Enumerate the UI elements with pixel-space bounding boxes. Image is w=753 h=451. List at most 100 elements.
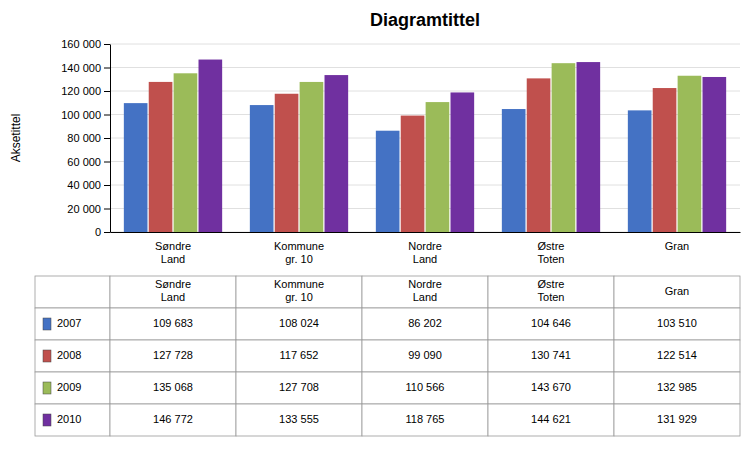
bar <box>628 110 652 232</box>
table-header: NordreLand <box>408 278 442 303</box>
tick: 60 000 <box>67 156 110 168</box>
table-cell <box>110 372 236 404</box>
tick-label: 80 000 <box>67 132 101 144</box>
bars <box>124 60 726 232</box>
tick-label: 40 000 <box>67 179 101 191</box>
table-value: 144 621 <box>531 413 571 425</box>
bar <box>124 103 148 232</box>
table-cell <box>110 404 236 436</box>
table-cell <box>614 404 740 436</box>
table-header: Gran <box>665 285 689 297</box>
bar <box>577 62 601 232</box>
tick-label: Gran <box>665 240 689 252</box>
tick: 0 <box>95 226 110 238</box>
bar <box>502 109 526 232</box>
data-table: SøndreLand Kommunegr. 10 NordreLand ØstreTo… <box>35 276 740 436</box>
table-value: 104 646 <box>531 317 571 329</box>
legend-entry: 2007 <box>57 317 81 329</box>
bar <box>401 116 425 232</box>
table-value: 127 728 <box>153 349 193 361</box>
tick-mark <box>104 162 110 163</box>
tick-mark <box>104 209 110 210</box>
table-value: 86 202 <box>408 317 442 329</box>
grid-line <box>110 44 740 45</box>
tick: 40 000 <box>67 179 110 191</box>
title: Diagramtittel <box>370 10 480 30</box>
tick-label: 140 000 <box>61 62 101 74</box>
tick-label: Kommunegr. 10 <box>274 240 324 265</box>
table-value: 135 068 <box>153 381 193 393</box>
tick-label: NordreLand <box>408 240 442 265</box>
bar <box>275 94 299 232</box>
legend-swatch <box>43 382 51 394</box>
table-value: 122 514 <box>657 349 697 361</box>
tick-label: 0 <box>95 226 101 238</box>
legend-swatch <box>43 318 51 330</box>
bar <box>527 78 551 232</box>
tick-mark <box>104 115 110 116</box>
table-cell <box>362 308 488 340</box>
table-value: 103 510 <box>657 317 697 329</box>
table-cell <box>236 308 362 340</box>
table-cell <box>614 276 740 308</box>
tick: 160 000 <box>61 38 110 50</box>
tick: SøndreLand <box>155 240 191 265</box>
x-axis: SøndreLand Kommunegr. 10 NordreLand ØstreTo… <box>111 233 741 266</box>
legend-entry: 2009 <box>57 381 81 393</box>
bar <box>199 60 223 232</box>
tick-label: ØstreToten <box>538 240 565 265</box>
table-value: 108 024 <box>279 317 319 329</box>
table-value: 118 765 <box>406 413 445 425</box>
axis-line <box>110 45 111 233</box>
table-value: 131 929 <box>657 413 697 425</box>
tick: 80 000 <box>67 132 110 144</box>
table-cell <box>35 404 110 436</box>
table-cell <box>488 372 614 404</box>
tick-mark <box>104 185 110 186</box>
table-header: Kommunegr. 10 <box>274 278 324 303</box>
tick-label: 160 000 <box>61 38 101 50</box>
tick-label: 60 000 <box>67 156 101 168</box>
table-cell <box>35 340 110 372</box>
bar <box>653 88 677 232</box>
table-cell <box>614 372 740 404</box>
y-axis: 020 00040 00060 00080 000100 000120 0001… <box>61 38 110 238</box>
table-value: 143 670 <box>531 381 571 393</box>
table-cell <box>236 340 362 372</box>
table-cell <box>236 372 362 404</box>
bar <box>703 77 727 232</box>
table-cell <box>362 404 488 436</box>
bar <box>149 82 173 232</box>
tick-mark <box>104 44 110 45</box>
table-cell <box>614 340 740 372</box>
table-header: ØstreToten <box>538 278 565 303</box>
table-cell <box>362 340 488 372</box>
tick: 140 000 <box>61 62 110 74</box>
bar <box>300 82 324 232</box>
tick-label: 20 000 <box>67 203 101 215</box>
tick: NordreLand <box>408 240 442 265</box>
table-cell <box>35 372 110 404</box>
table-cell <box>110 340 236 372</box>
table-value: 99 090 <box>408 349 442 361</box>
tick: 120 000 <box>61 85 110 97</box>
bar <box>376 131 400 232</box>
table-cell <box>236 404 362 436</box>
axis-line <box>111 232 741 233</box>
table-cell <box>110 276 236 308</box>
table-value: 146 772 <box>153 413 193 425</box>
table-value: 109 683 <box>153 317 193 329</box>
tick-mark <box>104 232 110 233</box>
chart: DiagramtittelAksetittel020 00040 00060 0… <box>0 0 753 451</box>
legend-entry: 2008 <box>57 349 81 361</box>
table-cell <box>35 276 110 308</box>
bar <box>426 102 450 232</box>
tick-label: 120 000 <box>61 85 101 97</box>
table-cell <box>110 308 236 340</box>
table-cell <box>488 340 614 372</box>
tick-mark <box>104 138 110 139</box>
tick: Gran <box>665 240 689 252</box>
tick-mark <box>104 91 110 92</box>
table-header: SøndreLand <box>155 278 191 303</box>
tick: ØstreToten <box>538 240 565 265</box>
